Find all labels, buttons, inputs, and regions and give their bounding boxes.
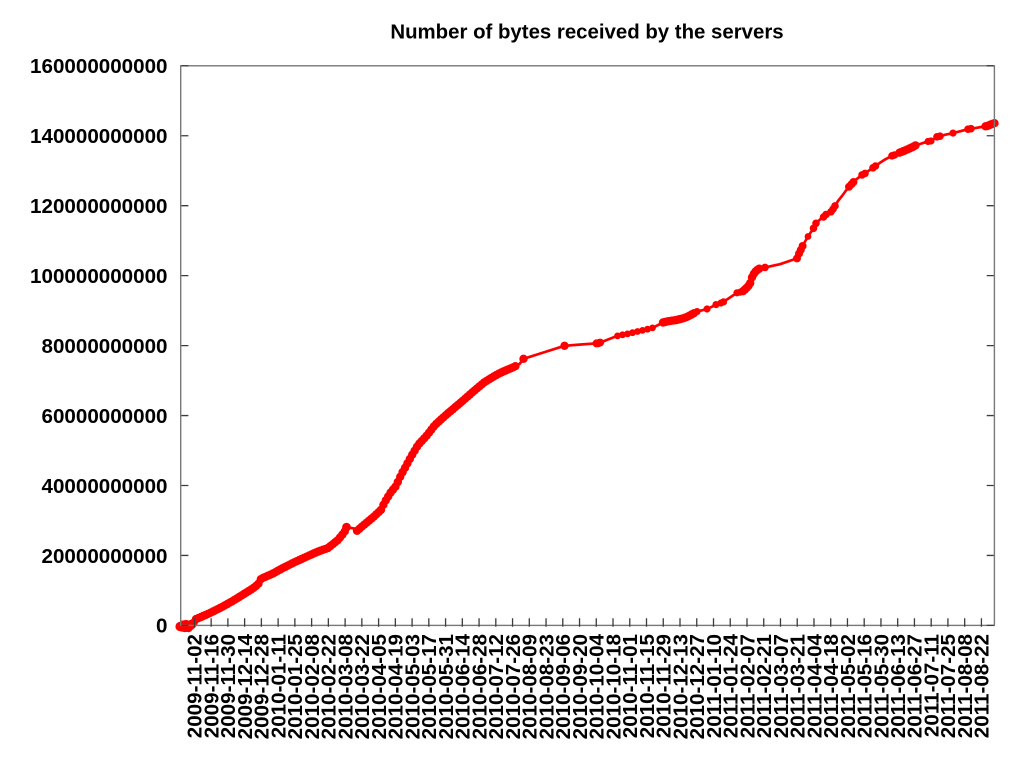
svg-text:20000000000: 20000000000: [42, 545, 168, 568]
svg-text:2010-05-17: 2010-05-17: [418, 634, 441, 739]
svg-text:2010-08-09: 2010-08-09: [519, 634, 542, 739]
svg-text:2009-11-30: 2009-11-30: [217, 634, 240, 738]
svg-text:2011-05-30: 2011-05-30: [870, 634, 893, 738]
svg-text:2011-06-13: 2011-06-13: [887, 634, 910, 738]
svg-text:100000000000: 100000000000: [30, 265, 167, 288]
svg-text:80000000000: 80000000000: [42, 335, 168, 358]
svg-text:0: 0: [156, 615, 167, 638]
svg-text:60000000000: 60000000000: [42, 405, 168, 428]
svg-text:140000000000: 140000000000: [30, 125, 167, 148]
svg-text:2011-03-07: 2011-03-07: [770, 634, 793, 738]
svg-text:2010-06-28: 2010-06-28: [468, 634, 491, 739]
svg-text:2011-07-25: 2011-07-25: [937, 634, 960, 738]
svg-text:2011-06-27: 2011-06-27: [904, 634, 927, 738]
svg-text:2010-10-18: 2010-10-18: [602, 634, 625, 739]
svg-text:2010-01-11: 2010-01-11: [267, 634, 290, 738]
svg-text:2010-05-31: 2010-05-31: [435, 634, 458, 739]
svg-text:2010-12-13: 2010-12-13: [669, 634, 692, 739]
svg-text:2010-12-27: 2010-12-27: [686, 634, 709, 739]
svg-text:2010-04-05: 2010-04-05: [368, 634, 391, 739]
svg-text:2010-05-03: 2010-05-03: [401, 634, 424, 739]
svg-text:Number of bytes received by th: Number of bytes received by the servers: [390, 22, 783, 44]
svg-text:2010-10-04: 2010-10-04: [586, 633, 609, 739]
svg-text:2011-05-02: 2011-05-02: [837, 634, 860, 738]
svg-text:2010-11-15: 2010-11-15: [636, 634, 659, 738]
svg-text:2009-11-16: 2009-11-16: [200, 634, 223, 738]
svg-text:2011-04-18: 2011-04-18: [820, 634, 843, 738]
svg-text:2010-07-12: 2010-07-12: [485, 634, 508, 739]
svg-text:2010-03-08: 2010-03-08: [334, 634, 357, 739]
svg-text:2010-01-25: 2010-01-25: [284, 634, 307, 739]
svg-text:120000000000: 120000000000: [30, 195, 167, 218]
svg-text:2010-08-23: 2010-08-23: [535, 634, 558, 739]
svg-text:2010-09-06: 2010-09-06: [552, 634, 575, 739]
svg-text:2010-02-22: 2010-02-22: [318, 634, 341, 739]
svg-text:2010-09-20: 2010-09-20: [569, 634, 592, 739]
svg-text:2011-08-08: 2011-08-08: [954, 634, 977, 738]
svg-text:2011-03-21: 2011-03-21: [787, 634, 810, 738]
svg-text:2011-02-21: 2011-02-21: [753, 634, 776, 738]
svg-text:2010-06-14: 2010-06-14: [452, 633, 475, 739]
svg-text:40000000000: 40000000000: [42, 475, 168, 498]
svg-text:2011-01-10: 2011-01-10: [703, 634, 726, 738]
svg-text:2010-07-26: 2010-07-26: [502, 634, 525, 739]
svg-text:2011-07-11: 2011-07-11: [920, 634, 943, 737]
svg-text:2010-11-29: 2010-11-29: [653, 634, 676, 738]
svg-text:2009-12-14: 2009-12-14: [234, 633, 257, 739]
svg-text:2011-08-22: 2011-08-22: [971, 634, 994, 738]
svg-text:2011-05-16: 2011-05-16: [854, 634, 877, 738]
svg-text:2010-03-22: 2010-03-22: [351, 634, 374, 739]
svg-text:2011-01-24: 2011-01-24: [720, 633, 743, 738]
svg-text:2010-02-08: 2010-02-08: [301, 634, 324, 739]
svg-text:2009-11-02: 2009-11-02: [184, 634, 207, 738]
svg-text:2011-02-07: 2011-02-07: [736, 634, 759, 738]
svg-text:2009-12-28: 2009-12-28: [251, 634, 274, 739]
svg-text:2011-04-04: 2011-04-04: [803, 633, 826, 738]
svg-text:160000000000: 160000000000: [30, 55, 167, 78]
svg-text:2010-11-01: 2010-11-01: [619, 634, 642, 738]
svg-text:2010-04-19: 2010-04-19: [385, 634, 408, 739]
